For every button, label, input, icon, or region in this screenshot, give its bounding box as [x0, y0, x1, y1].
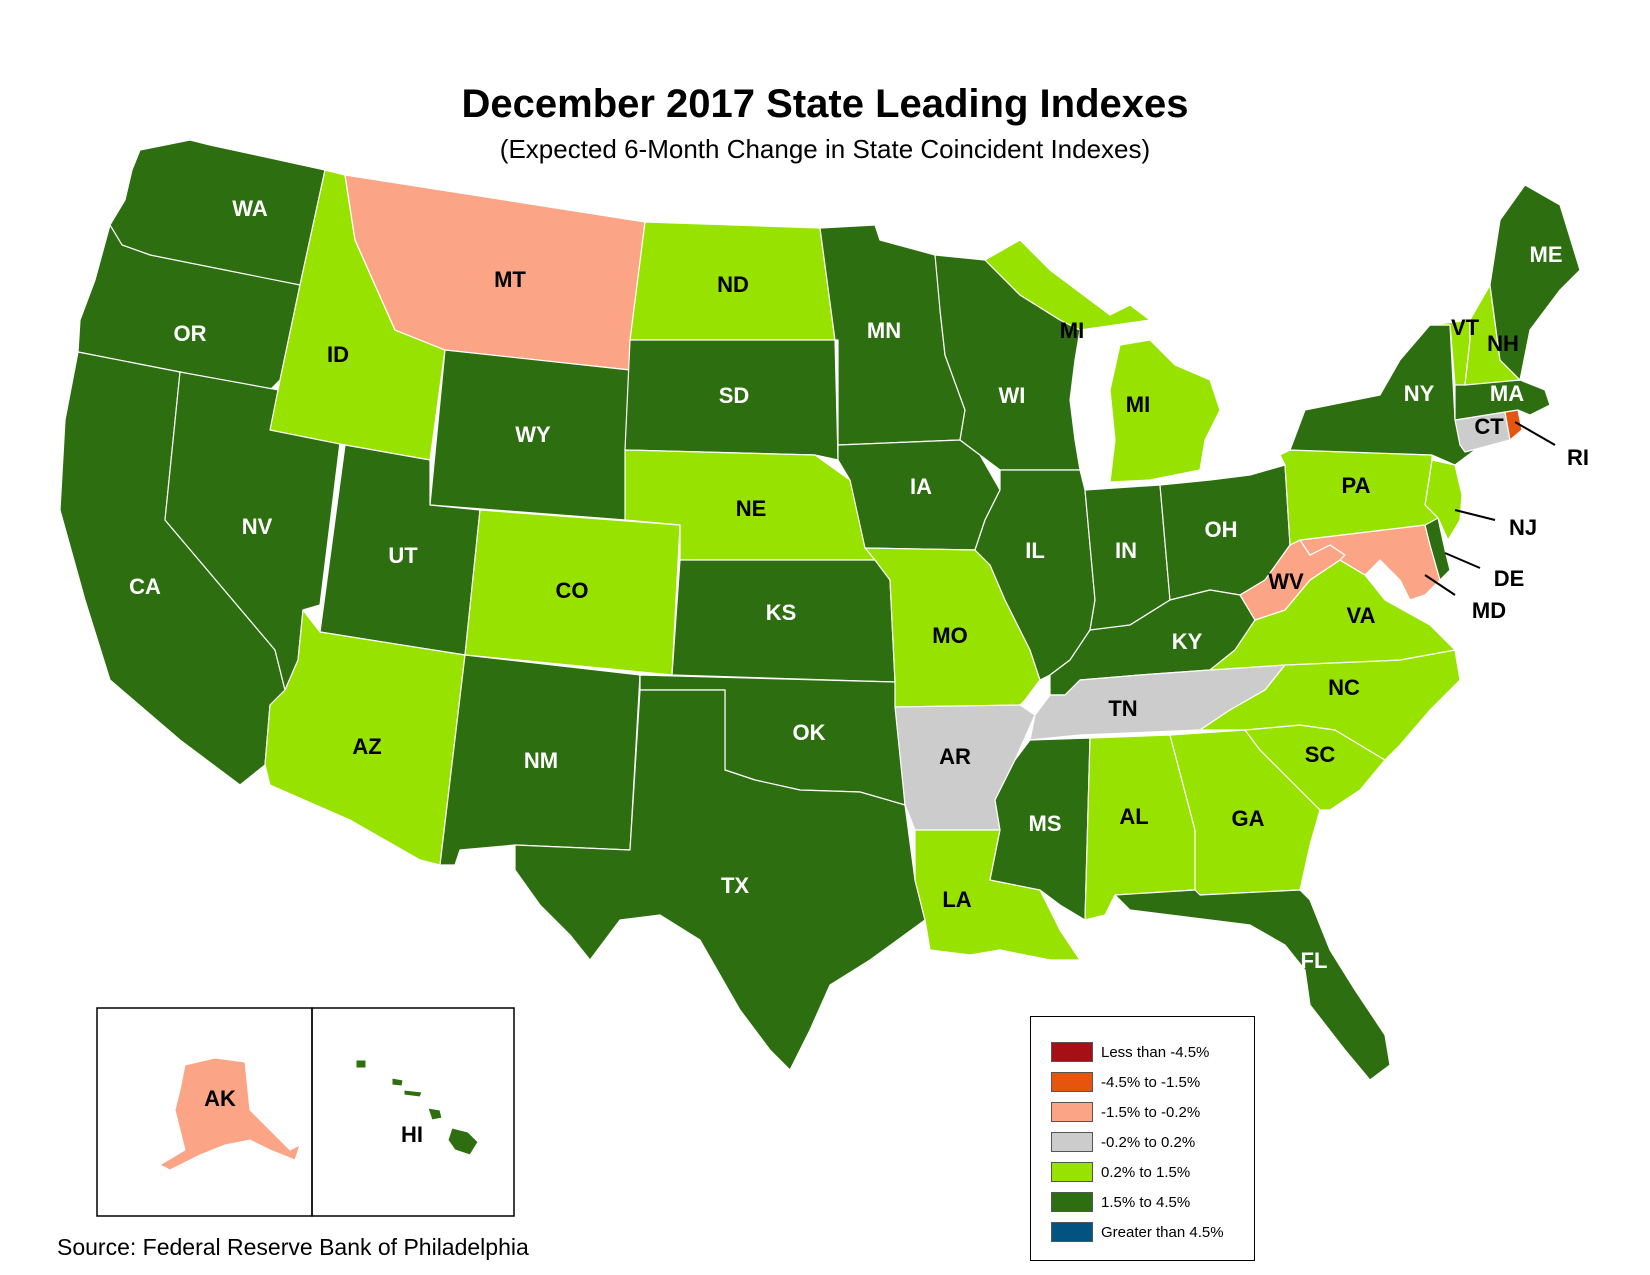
state-label-co: CO — [556, 578, 589, 603]
state-HI-oahu[interactable] — [391, 1077, 404, 1087]
state-label-pa: PA — [1342, 473, 1371, 498]
state-label-ar: AR — [939, 744, 971, 769]
legend-label: -1.5% to -0.2% — [1101, 1103, 1201, 1121]
leader-line-de — [1444, 552, 1481, 569]
state-SD[interactable] — [624, 339, 839, 461]
state-HI-molokai[interactable] — [403, 1089, 423, 1098]
state-label-sc: SC — [1305, 742, 1336, 767]
leader-line-nj — [1454, 509, 1496, 521]
state-label-mi-up: MI — [1060, 318, 1084, 343]
state-label-wv: WV — [1268, 569, 1304, 594]
legend-swatch — [1051, 1222, 1093, 1242]
map-subtitle: (Expected 6-Month Change in State Coinci… — [499, 134, 1151, 164]
state-label-ia: IA — [910, 474, 932, 499]
state-label-ri: RI — [1567, 445, 1589, 470]
state-label-fl: FL — [1301, 948, 1328, 973]
legend-swatch — [1051, 1042, 1093, 1062]
state-label-al: AL — [1119, 804, 1148, 829]
legend-item: 1.5% to 4.5% — [1051, 1191, 1190, 1213]
leader-line-ri — [1514, 421, 1556, 446]
state-label-me: ME — [1530, 242, 1563, 267]
state-label-nh: NH — [1487, 331, 1519, 356]
legend-item: -1.5% to -0.2% — [1051, 1101, 1200, 1123]
state-label-wa: WA — [232, 196, 268, 221]
state-label-wi: WI — [999, 383, 1026, 408]
state-MI-LP[interactable] — [1109, 339, 1221, 483]
state-label-ca: CA — [129, 574, 161, 599]
state-label-id: ID — [327, 342, 349, 367]
legend-label: -4.5% to -1.5% — [1101, 1073, 1201, 1091]
state-label-wy: WY — [515, 422, 551, 447]
state-label-nc: NC — [1328, 675, 1360, 700]
state-label-ma: MA — [1490, 381, 1524, 406]
state-label-or: OR — [174, 321, 207, 346]
state-label-md: MD — [1472, 598, 1506, 623]
state-label-ak: AK — [204, 1086, 236, 1111]
state-label-ms: MS — [1029, 811, 1062, 836]
state-OR[interactable] — [77, 224, 301, 391]
state-label-oh: OH — [1205, 517, 1238, 542]
state-label-nj: NJ — [1509, 515, 1537, 540]
state-label-az: AZ — [352, 734, 381, 759]
state-label-ny: NY — [1404, 381, 1435, 406]
state-AK[interactable] — [158, 1057, 301, 1171]
state-MA[interactable] — [1454, 379, 1551, 421]
state-label-ct: CT — [1474, 414, 1504, 439]
legend-item: Less than -4.5% — [1051, 1041, 1209, 1063]
legend-swatch — [1051, 1162, 1093, 1182]
source-note: Source: Federal Reserve Bank of Philadel… — [57, 1234, 529, 1260]
legend-swatch — [1051, 1102, 1093, 1122]
state-label-ky: KY — [1172, 629, 1203, 654]
state-label-ut: UT — [388, 543, 418, 568]
state-label-vt: VT — [1451, 315, 1480, 340]
legend-item: -0.2% to 0.2% — [1051, 1131, 1195, 1153]
legend-swatch — [1051, 1132, 1093, 1152]
state-label-nm: NM — [524, 748, 558, 773]
state-label-mt: MT — [494, 267, 526, 292]
legend-label: 0.2% to 1.5% — [1101, 1163, 1191, 1181]
legend-item: 0.2% to 1.5% — [1051, 1161, 1190, 1183]
state-label-mn: MN — [867, 318, 901, 343]
state-label-va: VA — [1347, 603, 1376, 628]
state-HI-maui[interactable] — [427, 1107, 443, 1121]
state-label-il: IL — [1025, 538, 1045, 563]
state-label-nv: NV — [242, 514, 273, 539]
state-label-nd: ND — [717, 272, 749, 297]
legend-swatch — [1051, 1072, 1093, 1092]
state-label-ks: KS — [766, 600, 797, 625]
legend-label: Greater than 4.5% — [1101, 1223, 1224, 1241]
state-HI-big[interactable] — [447, 1127, 479, 1156]
state-label-sd: SD — [719, 383, 750, 408]
legend-label: -0.2% to 0.2% — [1101, 1133, 1196, 1151]
state-label-tx: TX — [721, 873, 749, 898]
legend-item: -4.5% to -1.5% — [1051, 1071, 1200, 1093]
leader-line-md — [1424, 574, 1456, 596]
state-label-mi-lp: MI — [1126, 392, 1150, 417]
state-label-ne: NE — [736, 496, 767, 521]
state-FL[interactable] — [1114, 889, 1391, 1081]
legend: Less than -4.5% -4.5% to -1.5% -1.5% to … — [1030, 1016, 1255, 1261]
state-MI-UP[interactable] — [984, 239, 1151, 331]
state-NM[interactable] — [439, 654, 641, 866]
state-label-tn: TN — [1108, 696, 1137, 721]
inset-frame-hawaii — [311, 1007, 515, 1217]
state-label-ga: GA — [1232, 806, 1265, 831]
state-label-hi: HI — [401, 1122, 423, 1147]
state-ME[interactable] — [1489, 184, 1581, 381]
state-label-de: DE — [1494, 566, 1525, 591]
state-HI-kauai[interactable] — [355, 1059, 367, 1069]
state-label-in: IN — [1115, 538, 1137, 563]
map-title: December 2017 State Leading Indexes — [461, 82, 1189, 126]
state-label-ok: OK — [793, 720, 826, 745]
state-TX[interactable] — [514, 689, 926, 1071]
legend-swatch — [1051, 1192, 1093, 1212]
state-label-la: LA — [942, 887, 971, 912]
legend-item: Greater than 4.5% — [1051, 1221, 1224, 1243]
legend-label: Less than -4.5% — [1101, 1043, 1210, 1061]
state-label-mo: MO — [932, 623, 967, 648]
legend-label: 1.5% to 4.5% — [1101, 1193, 1191, 1211]
state-NY[interactable] — [1289, 324, 1476, 466]
